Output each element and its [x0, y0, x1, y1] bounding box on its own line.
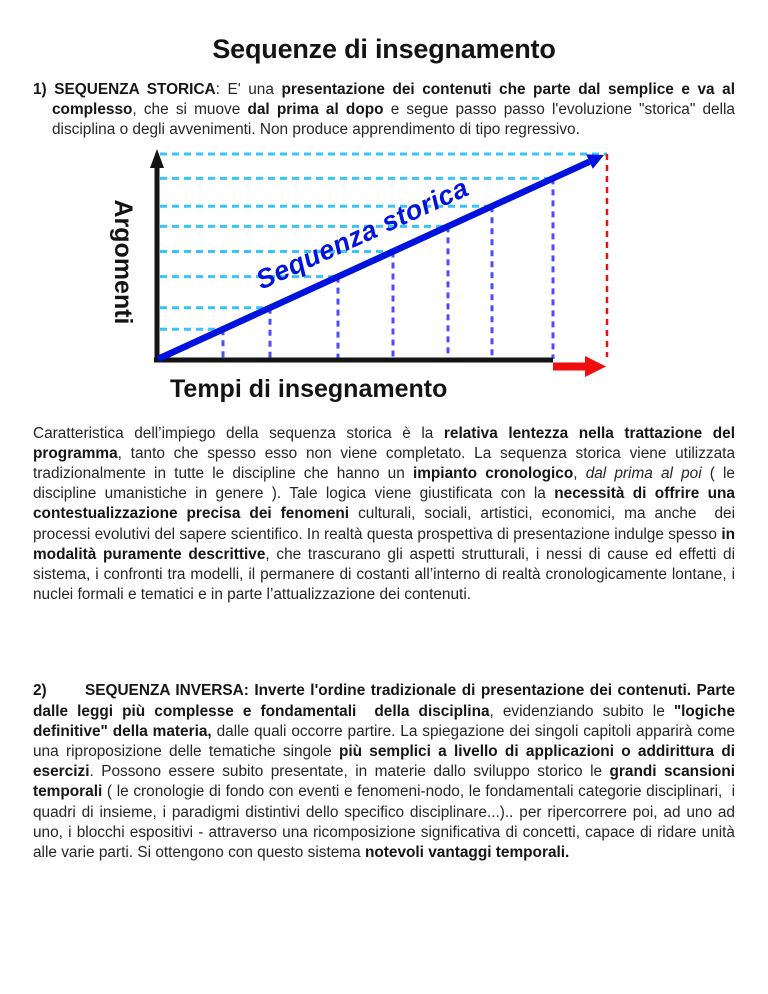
text-segment: , evidenziando subito le — [489, 702, 674, 720]
text-segment: necessità di offrire una contestualizzaz… — [33, 485, 735, 523]
historical-sequence-arrow — [156, 153, 604, 362]
sequence-line-label: Sequenza storica — [251, 172, 473, 295]
text-segment: più semplici a livello di applicazioni o… — [33, 743, 736, 781]
page-title: Sequenze di insegnamento — [212, 34, 556, 64]
text-segment: e segue passo passo l'evoluzione "storic… — [52, 101, 735, 139]
text-segment: 2) SEQUENZA INVERSA: Inverte l'ordine tr… — [33, 682, 735, 720]
x-axis-label: Tempi di insegnamento — [170, 375, 447, 403]
text-segment: dalle quali occorre partire. La spiegazi… — [33, 722, 735, 761]
axes — [150, 148, 553, 363]
text-segment: , che si muove — [132, 101, 248, 119]
vertical-dashed-gridlines — [221, 177, 555, 359]
red-time-extension — [553, 153, 609, 377]
y-axis-label: Argomenti — [109, 199, 137, 324]
horizontal-dashed-gridlines — [160, 152, 607, 331]
text-segment: Caratteristica dell’impiego della sequen… — [33, 424, 444, 442]
text-segment: , che trascurano gli aspetti strutturali… — [33, 545, 735, 604]
text-segment: grandi scansioni temporali — [33, 763, 735, 801]
text-segment: dal prima al dopo — [247, 101, 384, 119]
text-segment: , tanto che spesso esso non viene comple… — [33, 444, 735, 483]
text-segment: impianto cronologico — [412, 465, 574, 483]
text-segment: "logiche definitive" della materia, — [33, 702, 735, 740]
text-segment: dal prima al poi — [585, 465, 702, 483]
text-segment: ( le cronologie di fondo con eventi e fe… — [33, 783, 735, 862]
paragraph-caratteristica: Caratteristica dell’impiego della sequen… — [33, 424, 735, 606]
text-segment: relativa lentezza nella trattazione del … — [33, 424, 735, 462]
text-segment: : E' una — [215, 81, 282, 98]
text-segment: culturali, sociali, artistici, economici… — [33, 505, 736, 543]
sequence-chart: Argomenti Sequenza storica Tempi di inse… — [109, 148, 609, 403]
paragraph-sequenza-inversa: 2) SEQUENZA INVERSA: Inverte l'ordine tr… — [33, 681, 735, 863]
text-segment: in modalità puramente descrittive — [33, 525, 735, 563]
text-segment: , — [573, 465, 586, 483]
figure-sequenza-storica: Argomenti Sequenza storica Tempi di inse… — [95, 147, 660, 414]
text-segment: ( le discipline umanistiche in genere ).… — [33, 465, 735, 503]
text-segment: 1) SEQUENZA STORICA — [33, 81, 216, 98]
paragraph-sequenza-storica: 1) SEQUENZA STORICA: E' una presentazion… — [33, 80, 735, 141]
text-segment: . Possono essere subito presentate, in m… — [89, 763, 610, 781]
text-segment: presentazione dei contenuti che parte da… — [52, 81, 735, 119]
text-segment: notevoli vantaggi temporali. — [364, 844, 570, 862]
